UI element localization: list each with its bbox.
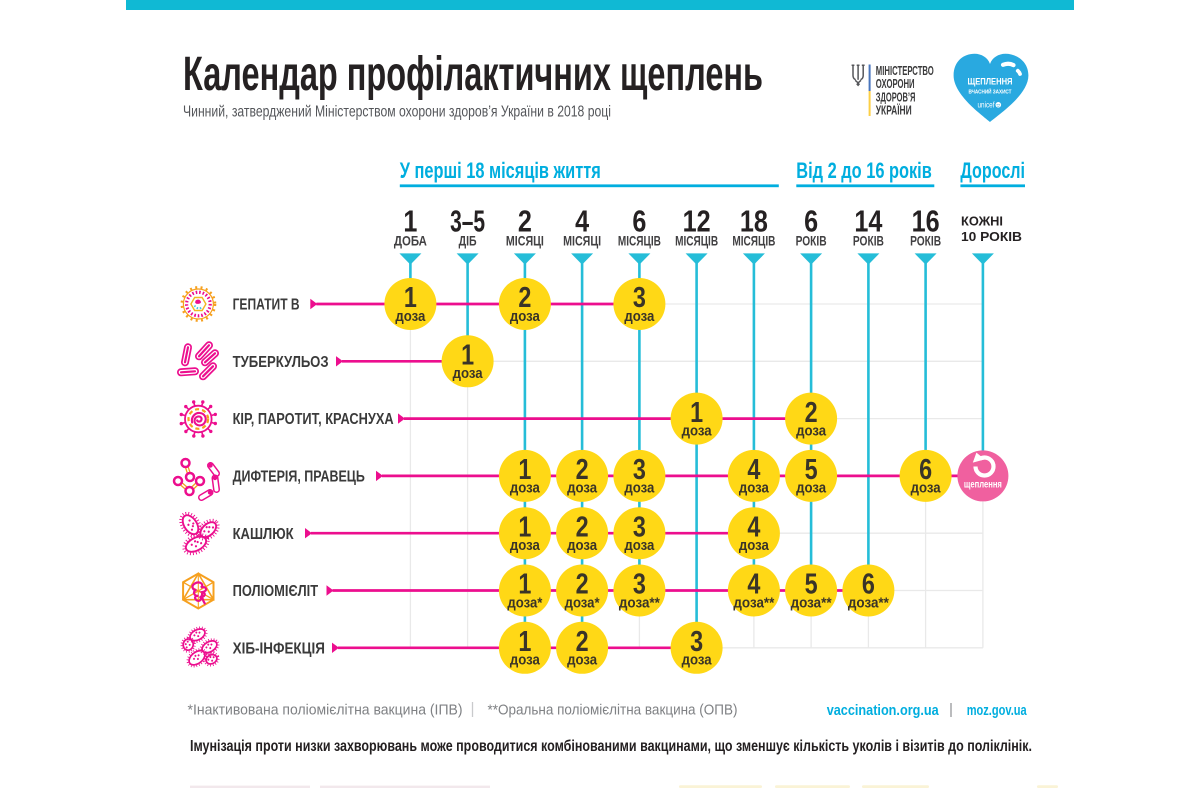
- svg-text:ГЕПАТИТ В: ГЕПАТИТ В: [233, 297, 300, 314]
- svg-text:ЩЕПЛЕННЯ: ЩЕПЛЕННЯ: [968, 77, 1013, 88]
- svg-text:2: 2: [576, 511, 589, 543]
- svg-text:3: 3: [633, 454, 646, 486]
- svg-text:МІСЯЦІВ: МІСЯЦІВ: [675, 233, 718, 249]
- svg-text:2: 2: [576, 454, 589, 486]
- svg-text:ВЧАСНИЙ ЗАХИСТ: ВЧАСНИЙ ЗАХИСТ: [969, 87, 1012, 95]
- svg-text:доза: доза: [510, 538, 541, 554]
- svg-text:доза: доза: [796, 481, 827, 497]
- svg-text:2: 2: [805, 397, 818, 429]
- svg-text:доза*: доза*: [507, 595, 542, 611]
- svg-text:КАШЛЮК: КАШЛЮК: [233, 526, 294, 543]
- svg-text:ОХОРОНИ: ОХОРОНИ: [876, 77, 915, 91]
- svg-text:*Інактивована поліомієлітна ва: *Інактивована поліомієлітна вакцина (ІПВ…: [188, 703, 463, 719]
- svg-text:2: 2: [518, 204, 532, 239]
- svg-text:moz.gov.ua: moz.gov.ua: [967, 702, 1027, 719]
- svg-text:1: 1: [690, 397, 703, 429]
- svg-text:КОЖНІ: КОЖНІ: [961, 214, 1003, 229]
- svg-text:РОКІВ: РОКІВ: [796, 233, 827, 249]
- svg-text:ДІБ: ДІБ: [459, 233, 477, 249]
- svg-text:**Оральна поліомієлітна вакцин: **Оральна поліомієлітна вакцина (ОПВ): [488, 703, 738, 719]
- svg-text:МІСЯЦІВ: МІСЯЦІВ: [732, 233, 775, 249]
- svg-text:доза: доза: [796, 423, 827, 439]
- svg-text:10 РОКІВ: 10 РОКІВ: [961, 229, 1022, 244]
- svg-text:4: 4: [575, 204, 590, 239]
- svg-text:доза**: доза**: [619, 595, 660, 611]
- svg-text:доза: доза: [395, 309, 426, 325]
- svg-text:ПОЛІОМІЄЛІТ: ПОЛІОМІЄЛІТ: [233, 583, 319, 600]
- svg-text:Дорослі: Дорослі: [960, 158, 1025, 183]
- svg-text:Від 2 до 16 років: Від 2 до 16 років: [796, 158, 932, 183]
- svg-text:1: 1: [404, 282, 417, 314]
- svg-text:6: 6: [919, 454, 932, 486]
- svg-text:5: 5: [805, 569, 818, 601]
- svg-text:Чинний, затверджений Міністерс: Чинний, затверджений Міністерством охоро…: [183, 104, 611, 121]
- svg-text:1: 1: [518, 454, 531, 486]
- svg-text:3: 3: [633, 569, 646, 601]
- svg-text:6: 6: [804, 204, 818, 239]
- svg-text:доза: доза: [739, 481, 770, 497]
- svg-text:доза*: доза*: [565, 595, 600, 611]
- svg-text:1: 1: [461, 340, 474, 372]
- svg-text:3: 3: [690, 626, 703, 658]
- svg-text:доза: доза: [453, 366, 484, 382]
- svg-text:4: 4: [747, 569, 760, 601]
- svg-text:УКРАЇНИ: УКРАЇНИ: [876, 103, 912, 118]
- svg-text:1: 1: [518, 511, 531, 543]
- svg-text:ДИФТЕРІЯ, ПРАВЕЦЬ: ДИФТЕРІЯ, ПРАВЕЦЬ: [233, 469, 365, 486]
- svg-text:доза**: доза**: [791, 595, 832, 611]
- svg-text:доза: доза: [567, 538, 598, 554]
- svg-text:ДОБА: ДОБА: [394, 233, 427, 249]
- svg-text:КІР, ПАРОТИТ, КРАСНУХА: КІР, ПАРОТИТ, КРАСНУХА: [233, 411, 394, 428]
- svg-text:14: 14: [854, 204, 883, 239]
- svg-text:МІСЯЦІ: МІСЯЦІ: [506, 233, 544, 249]
- svg-text:3: 3: [633, 282, 646, 314]
- svg-text:6: 6: [862, 569, 875, 601]
- svg-text:РОКІВ: РОКІВ: [910, 233, 941, 249]
- svg-text:доза: доза: [510, 481, 541, 497]
- svg-text:доза: доза: [911, 481, 942, 497]
- svg-text:доза**: доза**: [848, 595, 889, 611]
- svg-text:доза: доза: [682, 653, 713, 669]
- svg-text:доза: доза: [624, 309, 655, 325]
- svg-text:доза: доза: [624, 538, 655, 554]
- svg-text:Календар профілактичних щеплен: Календар профілактичних щеплень: [183, 48, 763, 101]
- svg-text:6: 6: [632, 204, 646, 239]
- svg-text:доза: доза: [739, 538, 770, 554]
- svg-text:4: 4: [747, 511, 760, 543]
- svg-text:доза: доза: [567, 653, 598, 669]
- svg-text:доза**: доза**: [733, 595, 774, 611]
- svg-text:1: 1: [518, 569, 531, 601]
- svg-text:4: 4: [747, 454, 760, 486]
- svg-text:ЗДОРОВ’Я: ЗДОРОВ’Я: [876, 90, 916, 104]
- svg-text:18: 18: [740, 204, 768, 239]
- svg-text:МІСЯЦІВ: МІСЯЦІВ: [618, 233, 661, 249]
- svg-text:доза: доза: [682, 423, 713, 439]
- svg-text:5: 5: [805, 454, 818, 486]
- svg-text:доза: доза: [510, 309, 541, 325]
- svg-text:ТУБЕРКУЛЬОЗ: ТУБЕРКУЛЬОЗ: [233, 354, 329, 371]
- svg-text:1: 1: [518, 626, 531, 658]
- svg-text:3–5: 3–5: [450, 204, 485, 239]
- svg-text:2: 2: [576, 569, 589, 601]
- svg-text:12: 12: [683, 204, 711, 239]
- svg-text:РОКІВ: РОКІВ: [853, 233, 884, 249]
- svg-text:vaccination.org.ua: vaccination.org.ua: [827, 702, 940, 719]
- svg-text:доза: доза: [624, 481, 655, 497]
- svg-text:2: 2: [518, 282, 531, 314]
- svg-text:доза: доза: [510, 653, 541, 669]
- svg-text:МІСЯЦІ: МІСЯЦІ: [563, 233, 601, 249]
- svg-text:1: 1: [403, 204, 417, 239]
- svg-text:МІНІСТЕРСТВО: МІНІСТЕРСТВО: [876, 64, 934, 78]
- svg-text:У перші 18 місяців життя: У перші 18 місяців життя: [400, 158, 601, 183]
- svg-text:unicef: unicef: [978, 100, 995, 110]
- svg-text:2: 2: [576, 626, 589, 658]
- svg-text:3: 3: [633, 511, 646, 543]
- svg-text:Імунізація проти низки захворю: Імунізація проти низки захворювань може …: [190, 738, 1032, 755]
- svg-text:16: 16: [912, 204, 940, 239]
- svg-text:доза: доза: [567, 481, 598, 497]
- svg-text:щеплення: щеплення: [964, 478, 1002, 490]
- svg-text:ХІБ-ІНФЕКЦІЯ: ХІБ-ІНФЕКЦІЯ: [233, 640, 325, 657]
